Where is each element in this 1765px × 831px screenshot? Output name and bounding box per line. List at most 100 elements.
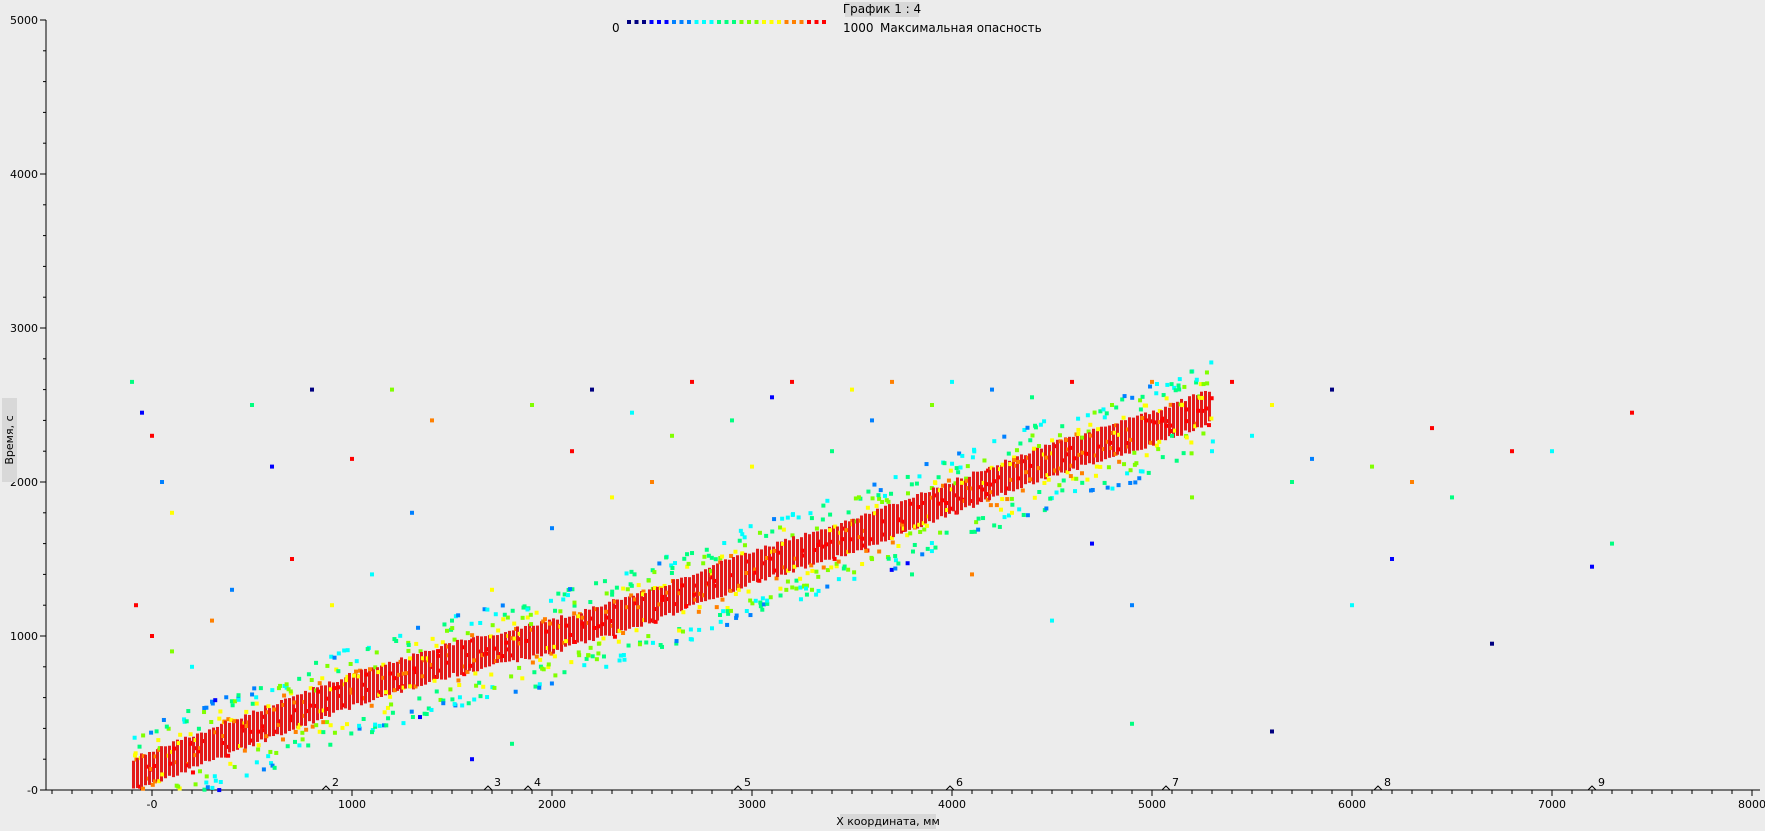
scatter-point [910, 572, 914, 577]
band-point [905, 491, 910, 496]
band-point [612, 634, 617, 639]
band-point [605, 615, 610, 620]
band-point [202, 710, 207, 715]
band-point [548, 621, 553, 626]
band-point [522, 604, 527, 609]
scatter-point [290, 557, 294, 561]
band-point [562, 592, 567, 597]
band-column [652, 587, 655, 624]
band-point [152, 779, 157, 784]
band-point [414, 641, 419, 646]
band-point [156, 738, 161, 743]
band-point [381, 723, 386, 728]
band-point [392, 676, 397, 681]
band-column [964, 478, 967, 508]
band-point [852, 570, 857, 575]
band-point [596, 651, 601, 656]
band-point [549, 651, 554, 656]
band-point [664, 555, 669, 560]
band-point [349, 690, 354, 695]
band-point [918, 529, 923, 534]
band-point [577, 612, 582, 617]
band-point [836, 577, 841, 582]
band-point [1061, 478, 1066, 483]
band-point [693, 597, 698, 602]
band-column [660, 587, 663, 617]
band-column [1184, 401, 1187, 431]
band-point [1173, 388, 1178, 393]
band-point [1070, 476, 1075, 481]
scatter-point [630, 410, 634, 415]
band-point [306, 672, 311, 677]
band-point [744, 609, 749, 614]
scatter-point [750, 464, 754, 469]
band-point [229, 699, 234, 704]
band-column [548, 619, 551, 655]
band-point [549, 681, 554, 686]
band-point [230, 703, 235, 708]
band-point [989, 482, 994, 487]
band-point [182, 719, 187, 724]
band-point [370, 728, 375, 733]
band-column [192, 736, 195, 767]
marker-triangle [944, 785, 956, 791]
scatter-point [1070, 379, 1074, 384]
band-point [546, 665, 551, 670]
band-point [1157, 439, 1162, 444]
band-column [688, 577, 691, 606]
band-point [317, 681, 322, 686]
band-point [218, 780, 223, 785]
band-point [674, 639, 679, 644]
band-column [916, 494, 919, 529]
band-point [778, 586, 783, 591]
band-point [558, 609, 563, 614]
band-point [426, 706, 431, 711]
band-point [1189, 369, 1194, 374]
band-point [452, 637, 457, 642]
band-point [1076, 416, 1081, 421]
band-point [342, 648, 347, 653]
band-point [726, 611, 731, 616]
band-point [1204, 370, 1209, 375]
band-point [282, 693, 287, 698]
scatter-point [1010, 510, 1014, 515]
y-tick-label: 4000 [10, 168, 38, 181]
band-column [884, 505, 887, 542]
band-point [293, 739, 298, 744]
band-point [300, 737, 305, 742]
band-point [368, 667, 373, 672]
legend-swatch [792, 20, 796, 24]
band-column [892, 503, 895, 538]
band-point [157, 779, 162, 784]
band-point [954, 466, 959, 471]
band-point [846, 510, 851, 515]
band-column [1124, 420, 1127, 454]
band-point [1122, 462, 1127, 467]
band-column [228, 722, 231, 753]
band-column [996, 465, 999, 496]
band-point [568, 587, 573, 592]
band-column [1060, 440, 1063, 473]
band-point [244, 773, 249, 778]
band-column [856, 518, 859, 551]
band-point [618, 653, 623, 658]
band-column [532, 625, 535, 656]
scatter-point [170, 649, 174, 654]
band-point [998, 507, 1003, 512]
band-point [821, 565, 826, 570]
band-point [708, 569, 713, 574]
band-point [361, 716, 366, 721]
band-point [860, 562, 865, 567]
band-point [236, 695, 241, 700]
band-point [820, 517, 825, 522]
band-point [1084, 451, 1089, 456]
band-point [921, 521, 926, 526]
band-point [352, 673, 357, 678]
band-column [204, 732, 207, 761]
band-point [252, 686, 257, 691]
band-point [306, 743, 311, 748]
band-column [980, 471, 983, 503]
band-point [981, 516, 986, 521]
band-point [264, 734, 269, 739]
band-point [1036, 466, 1041, 471]
